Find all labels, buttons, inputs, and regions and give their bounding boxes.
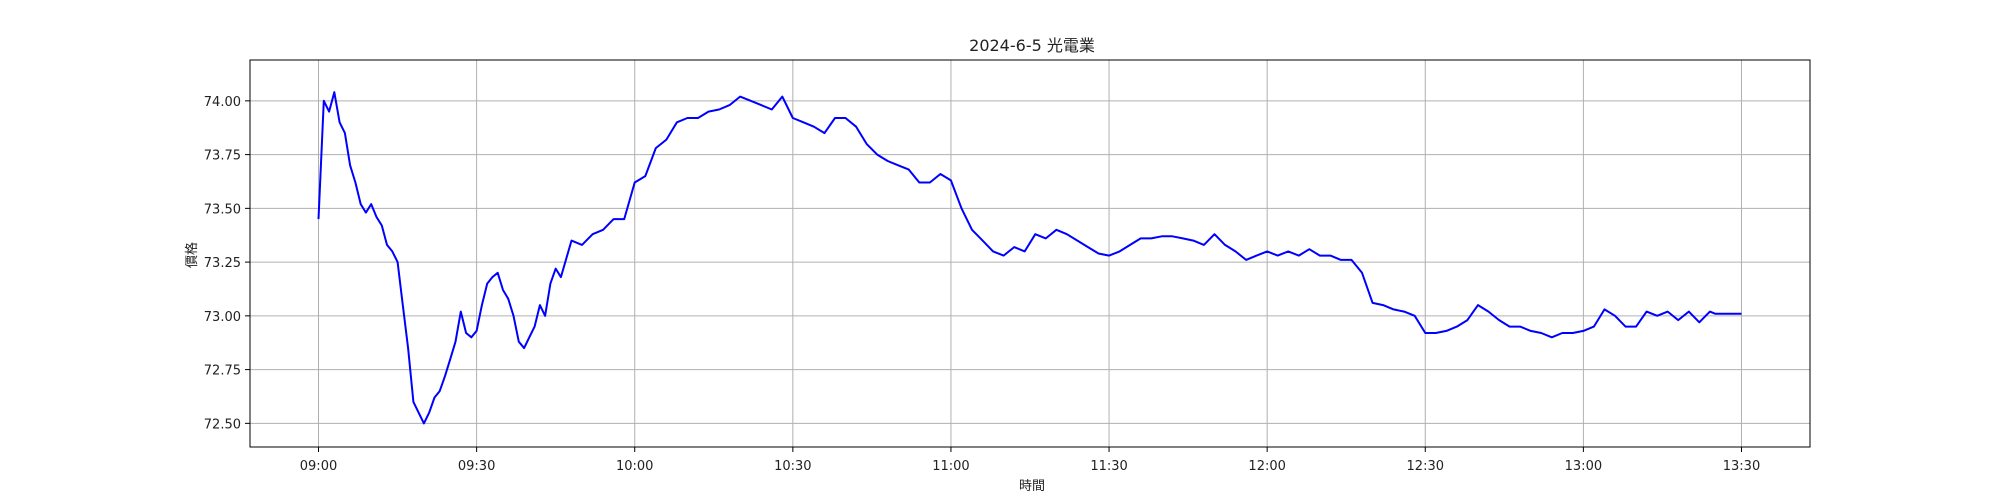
y-tick-label: 73.75	[204, 149, 241, 164]
y-tick-label: 72.75	[204, 364, 241, 379]
grid-lines	[250, 60, 1810, 447]
x-axis-title: 時間	[1019, 479, 1045, 494]
price-series-line	[317, 91, 1742, 425]
x-tick-label: 11:00	[932, 459, 969, 474]
series-layer	[317, 91, 1742, 425]
x-tick-label: 10:30	[774, 459, 811, 474]
x-tick-label: 13:00	[1565, 459, 1602, 474]
y-axis-title: 價格	[184, 242, 200, 268]
x-tick-label: 11:30	[1090, 459, 1127, 474]
y-axis: 72.50 72.75 73.00 73.25 73.50 73.75 74.00	[204, 95, 250, 432]
plot-frame	[249, 59, 1811, 448]
y-tick-label: 72.50	[204, 417, 241, 432]
x-tick-label: 12:00	[1248, 459, 1285, 474]
x-tick-label: 09:30	[458, 459, 495, 474]
x-tick-label: 12:30	[1407, 459, 1444, 474]
y-tick-label: 74.00	[204, 95, 241, 110]
y-tick-label: 73.00	[204, 310, 241, 325]
y-tick-label: 73.25	[204, 256, 241, 271]
x-axis: 09:00 09:30 10:00 10:30 11:00 11:30 12:00 12:30…	[300, 447, 1760, 474]
x-tick-label: 09:00	[300, 459, 337, 474]
chart-title: 2024-6-5 光電業	[969, 36, 1095, 55]
x-tick-label: 13:30	[1723, 459, 1760, 474]
x-tick-label: 10:00	[616, 459, 653, 474]
y-tick-label: 73.50	[204, 202, 241, 217]
